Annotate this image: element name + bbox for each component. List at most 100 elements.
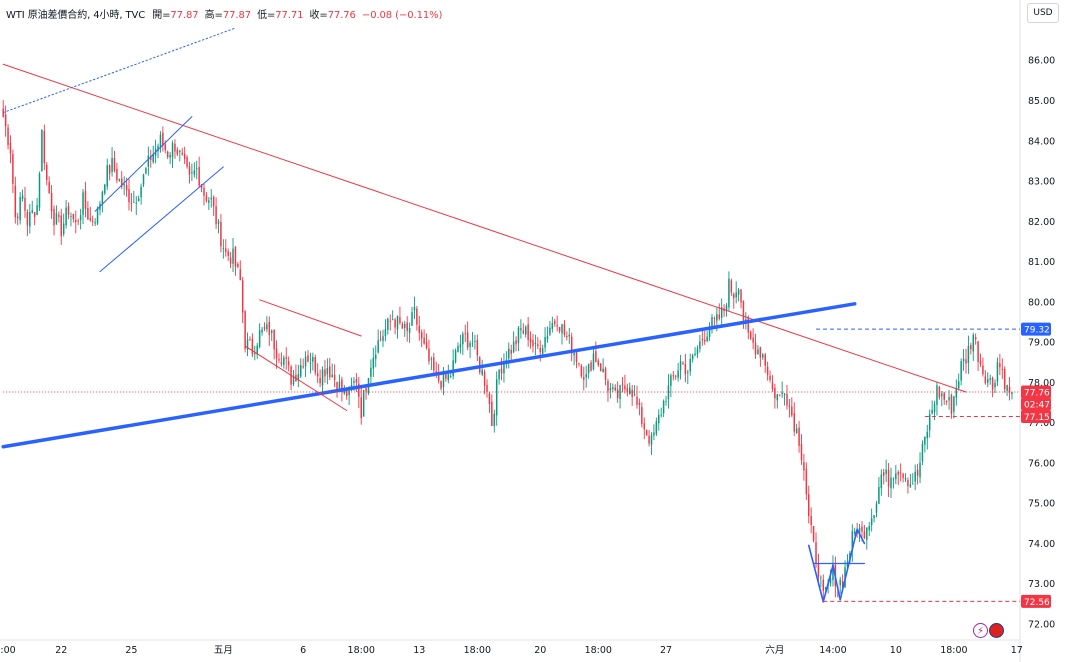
candle-body xyxy=(12,153,14,185)
y-tick-label: 82.00 xyxy=(1028,217,1055,228)
candle xyxy=(195,160,198,180)
candle-body xyxy=(529,338,532,343)
candle xyxy=(244,310,246,353)
candle xyxy=(65,200,67,229)
candle xyxy=(989,374,991,385)
low-value: 77.71 xyxy=(275,10,304,21)
candle xyxy=(938,385,941,400)
price-label-level: 72.56 xyxy=(1021,594,1051,608)
candle xyxy=(515,336,517,352)
candle xyxy=(382,329,384,347)
candle-body xyxy=(263,327,266,330)
candle xyxy=(556,315,558,332)
candle-body xyxy=(592,353,595,370)
candle xyxy=(297,364,300,388)
candle-body xyxy=(999,363,1001,368)
candle-body xyxy=(191,172,193,174)
candle-body xyxy=(578,363,580,365)
candle xyxy=(781,381,783,398)
candle-body xyxy=(520,328,522,331)
symbol-title[interactable]: WTI 原油差價合約, 4小時, TVC xyxy=(6,10,146,21)
candle xyxy=(447,364,450,384)
candle xyxy=(955,379,958,406)
candle-body xyxy=(273,329,275,350)
candle xyxy=(331,363,333,378)
candle-body xyxy=(546,335,549,340)
candle xyxy=(285,347,287,370)
candle xyxy=(563,320,566,338)
candle xyxy=(394,317,396,335)
candle-body xyxy=(970,345,972,350)
candle-body xyxy=(396,316,399,330)
candle-body xyxy=(188,166,191,175)
candle-body xyxy=(597,360,600,366)
us-flag-icon[interactable] xyxy=(989,623,1004,638)
candle-body xyxy=(764,354,766,366)
candle xyxy=(292,369,295,387)
candle xyxy=(689,353,691,376)
candle-body xyxy=(133,202,135,203)
candle xyxy=(912,473,914,485)
candle-body xyxy=(619,384,621,400)
candle xyxy=(137,195,140,202)
candle xyxy=(999,353,1001,376)
candle xyxy=(974,333,977,345)
candle-body xyxy=(904,478,907,480)
price-label-text: 72.56 xyxy=(1024,598,1050,608)
candle-body xyxy=(157,145,159,152)
candle-body xyxy=(425,342,428,348)
candle xyxy=(991,376,994,398)
candle-body xyxy=(399,317,401,324)
candle xyxy=(771,375,774,392)
candle xyxy=(82,189,84,225)
candle xyxy=(873,514,875,523)
candle xyxy=(866,527,868,550)
candle-body xyxy=(79,215,82,221)
candle-body xyxy=(795,428,798,434)
candle xyxy=(491,394,493,426)
candle xyxy=(919,452,921,484)
candle xyxy=(145,166,147,175)
candle xyxy=(462,331,464,355)
price-axis[interactable]: 72.00 73.00 74.00 75.00 76.00 77.00 78.00 79.00… xyxy=(1028,56,1055,631)
candle-body xyxy=(171,143,174,158)
event-icons: ⚡ xyxy=(973,620,1005,638)
candle-body xyxy=(1011,391,1013,395)
candle xyxy=(280,352,283,367)
candle-body xyxy=(314,357,317,373)
candle-body xyxy=(641,407,643,424)
candle xyxy=(662,399,665,418)
candle-body xyxy=(604,368,607,380)
x-tick-label: 18:00 xyxy=(585,645,612,656)
candle xyxy=(452,349,454,380)
candle xyxy=(258,323,261,349)
candle-body xyxy=(365,388,367,392)
currency-button[interactable]: USD xyxy=(1027,3,1059,23)
candle xyxy=(950,393,953,419)
candle-body xyxy=(609,388,612,391)
candle xyxy=(50,185,53,219)
candle xyxy=(53,205,55,236)
candle-body xyxy=(413,306,416,311)
candle xyxy=(246,332,249,357)
candle xyxy=(708,322,711,341)
candle-body xyxy=(14,185,17,218)
y-tick-label: 74.00 xyxy=(1028,539,1055,550)
candle-body xyxy=(667,385,670,400)
candle-body xyxy=(926,431,929,439)
candle xyxy=(982,357,984,377)
candle-body xyxy=(549,327,551,335)
candle-body xyxy=(628,387,631,395)
candle-body xyxy=(283,357,285,365)
candle-body xyxy=(510,349,512,354)
candle xyxy=(483,369,486,395)
candle-body xyxy=(878,487,880,504)
time-axis[interactable]: :00 22 25 五月 6 18:00 13 18:00 20 18:00 27 六月 14:00 10… xyxy=(0,644,1022,656)
candle xyxy=(718,303,720,321)
candle-body xyxy=(967,345,970,364)
candle xyxy=(759,346,762,367)
candle-body xyxy=(933,404,936,413)
lightning-icon[interactable]: ⚡ xyxy=(973,623,988,638)
candle xyxy=(493,409,496,433)
